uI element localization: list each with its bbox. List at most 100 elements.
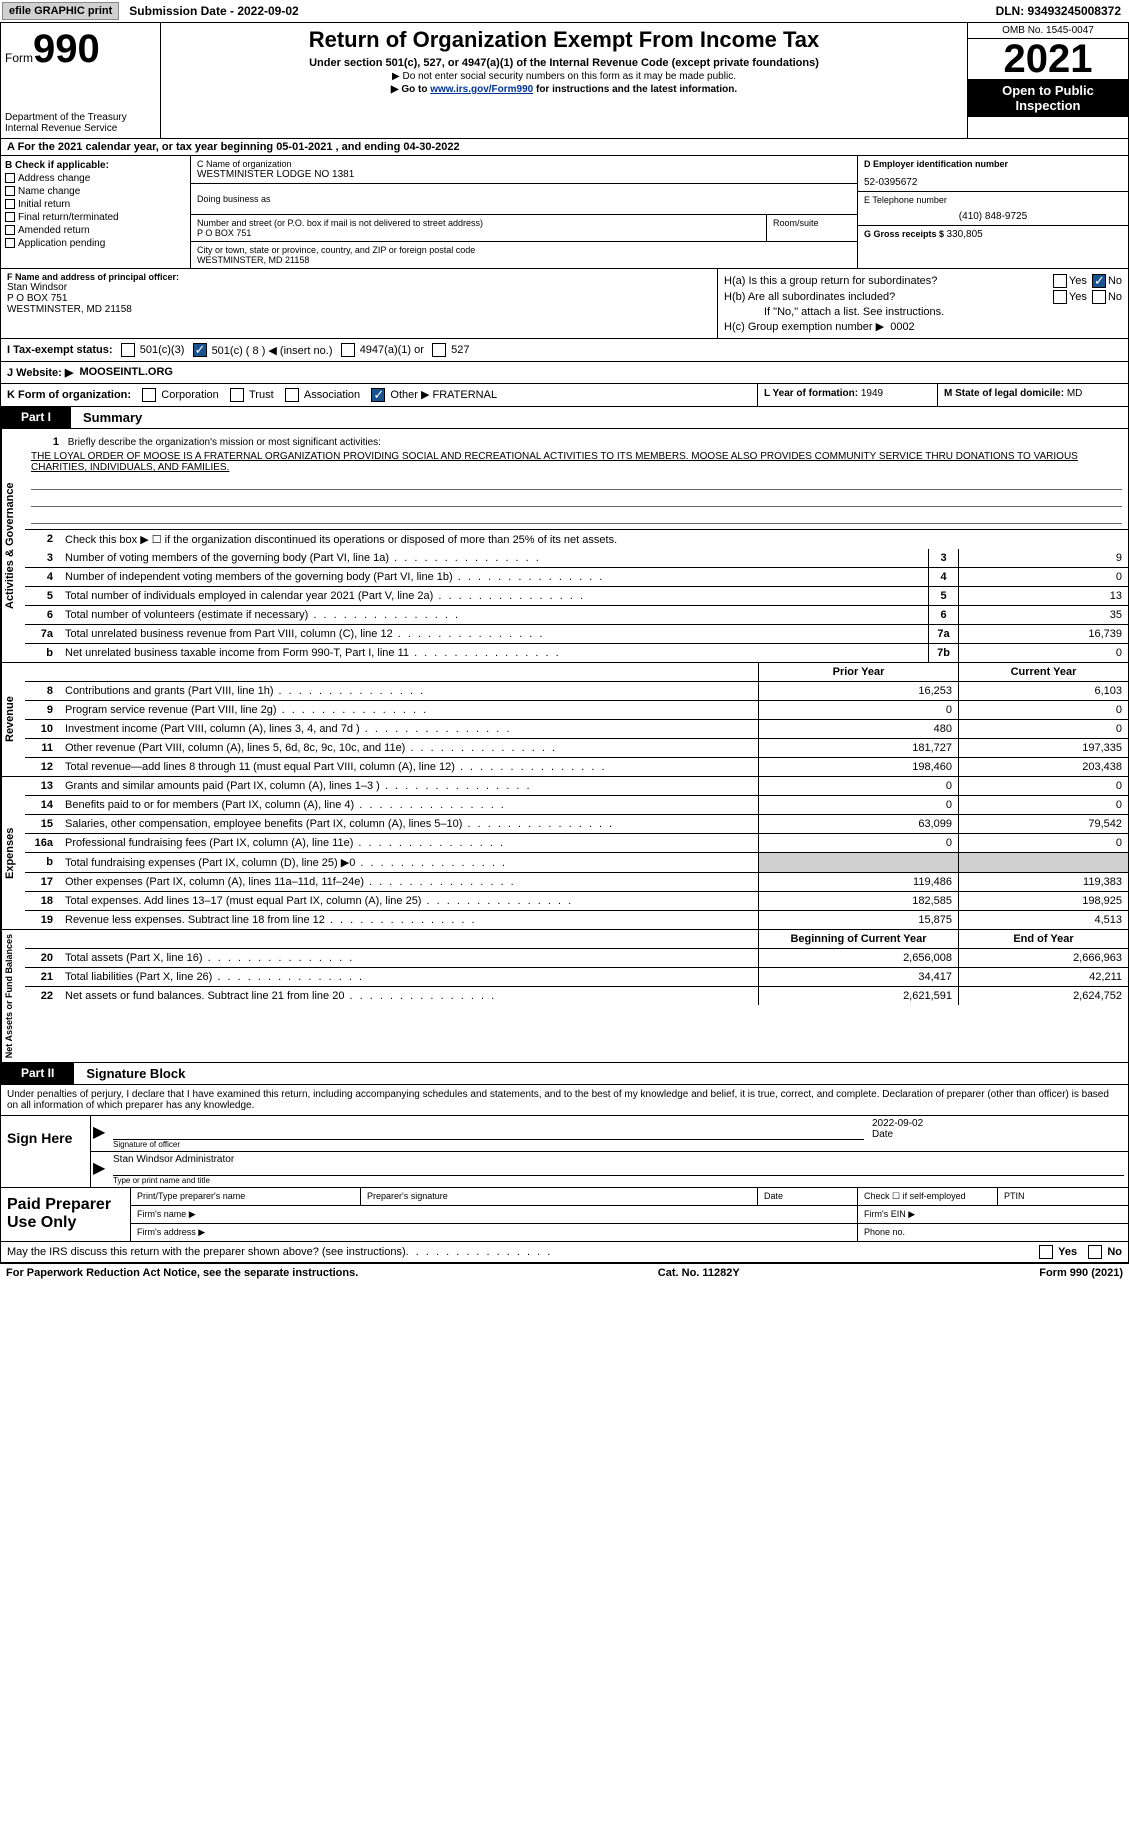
row-j-website: J Website: ▶ MOOSEINTL.ORG bbox=[0, 362, 1129, 384]
form-title: Return of Organization Exempt From Incom… bbox=[169, 27, 959, 53]
arrow-icon: ▶ bbox=[91, 1152, 109, 1187]
row-i-tax-status: I Tax-exempt status: 501(c)(3) 501(c) ( … bbox=[0, 339, 1129, 362]
firm-ein-label: Firm's EIN ▶ bbox=[858, 1206, 1128, 1223]
chk-name-change[interactable] bbox=[5, 186, 15, 196]
irs-link[interactable]: www.irs.gov/Form990 bbox=[430, 84, 533, 95]
chk-hb-no[interactable] bbox=[1092, 290, 1106, 304]
addr-label: Number and street (or P.O. box if mail i… bbox=[197, 218, 760, 228]
chk-ha-no[interactable] bbox=[1092, 274, 1106, 288]
chk-initial-return[interactable] bbox=[5, 199, 15, 209]
sign-here-block: Sign Here ▶ Signature of officer 2022-09… bbox=[0, 1116, 1129, 1188]
signature-officer-label: Signature of officer bbox=[113, 1140, 864, 1149]
city-label: City or town, state or province, country… bbox=[197, 245, 851, 255]
phone-value: (410) 848-9725 bbox=[864, 211, 1122, 222]
chk-527[interactable] bbox=[432, 343, 446, 357]
mission-text: THE LOYAL ORDER OF MOOSE IS A FRATERNAL … bbox=[31, 451, 1122, 473]
hb-note: If "No," attach a list. See instructions… bbox=[724, 306, 1122, 318]
chk-4947[interactable] bbox=[341, 343, 355, 357]
goto-pre: ▶ Go to bbox=[391, 84, 430, 95]
chk-hb-yes[interactable] bbox=[1053, 290, 1067, 304]
chk-trust[interactable] bbox=[230, 388, 244, 402]
part-1-header: Part I Summary bbox=[0, 407, 1129, 429]
officer-name: Stan Windsor bbox=[7, 282, 711, 293]
chk-application-pending[interactable] bbox=[5, 238, 15, 248]
block-b-c: B Check if applicable: Address change Na… bbox=[0, 156, 1129, 269]
chk-address-change[interactable] bbox=[5, 173, 15, 183]
chk-other[interactable] bbox=[371, 388, 385, 402]
k-label: K Form of organization: bbox=[7, 389, 131, 401]
table-row: 5Total number of individuals employed in… bbox=[25, 587, 1128, 606]
ein-label: D Employer identification number bbox=[864, 159, 1122, 169]
chk-final-return[interactable] bbox=[5, 212, 15, 222]
k-other-value: FRATERNAL bbox=[432, 389, 497, 401]
j-label: J Website: ▶ bbox=[7, 366, 73, 379]
activities-governance-section: Activities & Governance 1 Briefly descri… bbox=[0, 429, 1129, 663]
revenue-section: Revenue Prior Year Current Year 8Contrib… bbox=[0, 663, 1129, 777]
chk-corp[interactable] bbox=[142, 388, 156, 402]
mission-label: Briefly describe the organization's miss… bbox=[68, 437, 381, 448]
submission-date: Submission Date - 2022-09-02 bbox=[121, 2, 306, 20]
chk-irs-yes[interactable] bbox=[1039, 1245, 1053, 1259]
table-row: bNet unrelated business taxable income f… bbox=[25, 644, 1128, 662]
table-row: 22Net assets or fund balances. Subtract … bbox=[25, 987, 1128, 1005]
col-prior-year: Prior Year bbox=[758, 663, 958, 681]
hb-label: H(b) Are all subordinates included? bbox=[724, 291, 895, 303]
table-row: 13Grants and similar amounts paid (Part … bbox=[25, 777, 1128, 796]
efile-print-button[interactable]: efile GRAPHIC print bbox=[2, 2, 119, 20]
prep-self-emp-label: Check ☐ if self-employed bbox=[858, 1188, 998, 1205]
prep-ptin-label: PTIN bbox=[998, 1188, 1128, 1205]
page-footer: For Paperwork Reduction Act Notice, see … bbox=[0, 1263, 1129, 1282]
firm-name-label: Firm's name ▶ bbox=[131, 1206, 858, 1223]
table-row: 17Other expenses (Part IX, column (A), l… bbox=[25, 873, 1128, 892]
ssn-note: ▶ Do not enter social security numbers o… bbox=[169, 71, 959, 82]
side-tab-ag: Activities & Governance bbox=[1, 429, 25, 662]
table-row: 6Total number of volunteers (estimate if… bbox=[25, 606, 1128, 625]
sig-date-value: 2022-09-02 bbox=[872, 1118, 1124, 1129]
irs-discuss-row: May the IRS discuss this return with the… bbox=[0, 1242, 1129, 1263]
table-row: 3Number of voting members of the governi… bbox=[25, 549, 1128, 568]
chk-501c3[interactable] bbox=[121, 343, 135, 357]
table-row: 7aTotal unrelated business revenue from … bbox=[25, 625, 1128, 644]
chk-501c[interactable] bbox=[193, 343, 207, 357]
footer-mid: Cat. No. 11282Y bbox=[658, 1267, 740, 1279]
tax-year: 2021 bbox=[968, 39, 1128, 79]
form-subtitle: Under section 501(c), 527, or 4947(a)(1)… bbox=[169, 57, 959, 69]
table-row: 9Program service revenue (Part VIII, lin… bbox=[25, 701, 1128, 720]
org-name-label: C Name of organization bbox=[197, 159, 851, 169]
room-suite-label: Room/suite bbox=[767, 215, 857, 241]
box-b-label: B Check if applicable: bbox=[5, 160, 186, 171]
table-row: 12Total revenue—add lines 8 through 11 (… bbox=[25, 758, 1128, 776]
type-print-label: Type or print name and title bbox=[113, 1176, 1124, 1185]
dba-label: Doing business as bbox=[191, 184, 857, 215]
j-value: MOOSEINTL.ORG bbox=[79, 366, 173, 379]
table-row: 4Number of independent voting members of… bbox=[25, 568, 1128, 587]
dln-number: DLN: 93493245008372 bbox=[988, 2, 1129, 20]
col-end-year: End of Year bbox=[958, 930, 1128, 948]
chk-amended-return[interactable] bbox=[5, 225, 15, 235]
prep-name-label: Print/Type preparer's name bbox=[131, 1188, 361, 1205]
hc-label: H(c) Group exemption number ▶ bbox=[724, 320, 884, 333]
officer-city: WESTMINSTER, MD 21158 bbox=[7, 304, 711, 315]
table-row: 15Salaries, other compensation, employee… bbox=[25, 815, 1128, 834]
officer-addr: P O BOX 751 bbox=[7, 293, 711, 304]
chk-assoc[interactable] bbox=[285, 388, 299, 402]
year-formation: 1949 bbox=[861, 388, 883, 399]
open-inspection: Open to Public Inspection bbox=[968, 79, 1128, 117]
chk-irs-no[interactable] bbox=[1088, 1245, 1102, 1259]
table-row: 21Total liabilities (Part X, line 26)34,… bbox=[25, 968, 1128, 987]
table-row: 16aProfessional fundraising fees (Part I… bbox=[25, 834, 1128, 853]
table-row: 14Benefits paid to or for members (Part … bbox=[25, 796, 1128, 815]
gross-receipts-label: G Gross receipts $ bbox=[864, 229, 947, 239]
firm-addr-label: Firm's address ▶ bbox=[131, 1224, 858, 1241]
signature-intro: Under penalties of perjury, I declare th… bbox=[0, 1085, 1129, 1116]
table-row: 18Total expenses. Add lines 13–17 (must … bbox=[25, 892, 1128, 911]
chk-ha-yes[interactable] bbox=[1053, 274, 1067, 288]
sign-here-label: Sign Here bbox=[1, 1116, 91, 1187]
form-header: Form990 Department of the Treasury Inter… bbox=[0, 23, 1129, 139]
part-1-title: Summary bbox=[71, 407, 1128, 428]
state-domicile: MD bbox=[1067, 388, 1083, 399]
addr-value: P O BOX 751 bbox=[197, 228, 760, 238]
officer-label: F Name and address of principal officer: bbox=[7, 272, 711, 282]
prep-date-label: Date bbox=[758, 1188, 858, 1205]
side-tab-revenue: Revenue bbox=[1, 663, 25, 776]
